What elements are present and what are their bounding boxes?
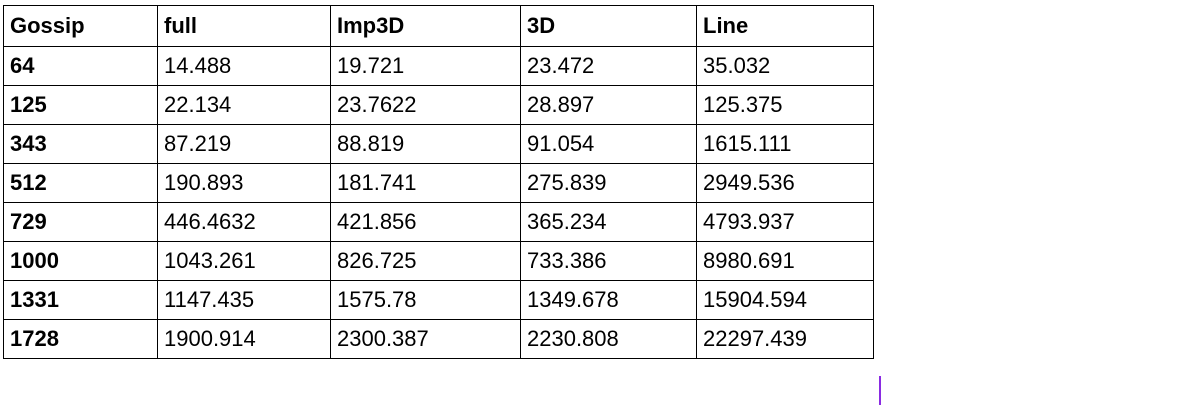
table-cell[interactable]: 1575.78 [330,280,521,320]
table-row: 343 87.219 88.819 91.054 1615.111 [3,124,874,164]
table-row: 512 190.893 181.741 275.839 2949.536 [3,163,874,203]
table-cell[interactable]: 365.234 [520,202,697,242]
table-cell[interactable]: 1043.261 [157,241,331,281]
table-cell[interactable]: 22.134 [157,85,331,125]
text-cursor [879,376,881,405]
table-row: 64 14.488 19.721 23.472 35.032 [3,46,874,86]
table-cell[interactable]: 125.375 [696,85,874,125]
header-cell-line[interactable]: Line [696,5,874,47]
table-row: 729 446.4632 421.856 365.234 4793.937 [3,202,874,242]
header-cell-imp3d[interactable]: Imp3D [330,5,521,47]
row-label-cell[interactable]: 125 [3,85,158,125]
row-label-cell[interactable]: 1728 [3,319,158,359]
table-cell[interactable]: 181.741 [330,163,521,203]
table-cell[interactable]: 14.488 [157,46,331,86]
row-label-cell[interactable]: 64 [3,46,158,86]
table-cell[interactable]: 275.839 [520,163,697,203]
table-cell[interactable]: 1349.678 [520,280,697,320]
table-row: 1331 1147.435 1575.78 1349.678 15904.594 [3,280,874,320]
table-cell[interactable]: 23.7622 [330,85,521,125]
header-cell-gossip[interactable]: Gossip [3,5,158,47]
table-cell[interactable]: 826.725 [330,241,521,281]
table-cell[interactable]: 2949.536 [696,163,874,203]
table-cell[interactable]: 35.032 [696,46,874,86]
table-cell[interactable]: 1900.914 [157,319,331,359]
table-cell[interactable]: 19.721 [330,46,521,86]
table-cell[interactable]: 15904.594 [696,280,874,320]
row-label-cell[interactable]: 343 [3,124,158,164]
table-row: 1728 1900.914 2300.387 2230.808 22297.43… [3,319,874,359]
table-cell[interactable]: 2300.387 [330,319,521,359]
table-row: 1000 1043.261 826.725 733.386 8980.691 [3,241,874,281]
table-cell[interactable]: 190.893 [157,163,331,203]
table-row: 125 22.134 23.7622 28.897 125.375 [3,85,874,125]
row-label-cell[interactable]: 1331 [3,280,158,320]
table-cell[interactable]: 421.856 [330,202,521,242]
header-cell-3d[interactable]: 3D [520,5,697,47]
table-cell[interactable]: 733.386 [520,241,697,281]
table-cell[interactable]: 446.4632 [157,202,331,242]
table-cell[interactable]: 23.472 [520,46,697,86]
table-cell[interactable]: 8980.691 [696,241,874,281]
table-cell[interactable]: 4793.937 [696,202,874,242]
row-label-cell[interactable]: 729 [3,202,158,242]
table-cell[interactable]: 87.219 [157,124,331,164]
table-cell[interactable]: 22297.439 [696,319,874,359]
header-row: Gossip full Imp3D 3D Line [3,5,874,47]
table-cell[interactable]: 2230.808 [520,319,697,359]
row-label-cell[interactable]: 512 [3,163,158,203]
row-label-cell[interactable]: 1000 [3,241,158,281]
table-cell[interactable]: 1615.111 [696,124,874,164]
table-cell[interactable]: 88.819 [330,124,521,164]
table-cell[interactable]: 28.897 [520,85,697,125]
table-cell[interactable]: 91.054 [520,124,697,164]
table-cell[interactable]: 1147.435 [157,280,331,320]
data-table: Gossip full Imp3D 3D Line 64 14.488 19.7… [3,5,874,359]
header-cell-full[interactable]: full [157,5,331,47]
